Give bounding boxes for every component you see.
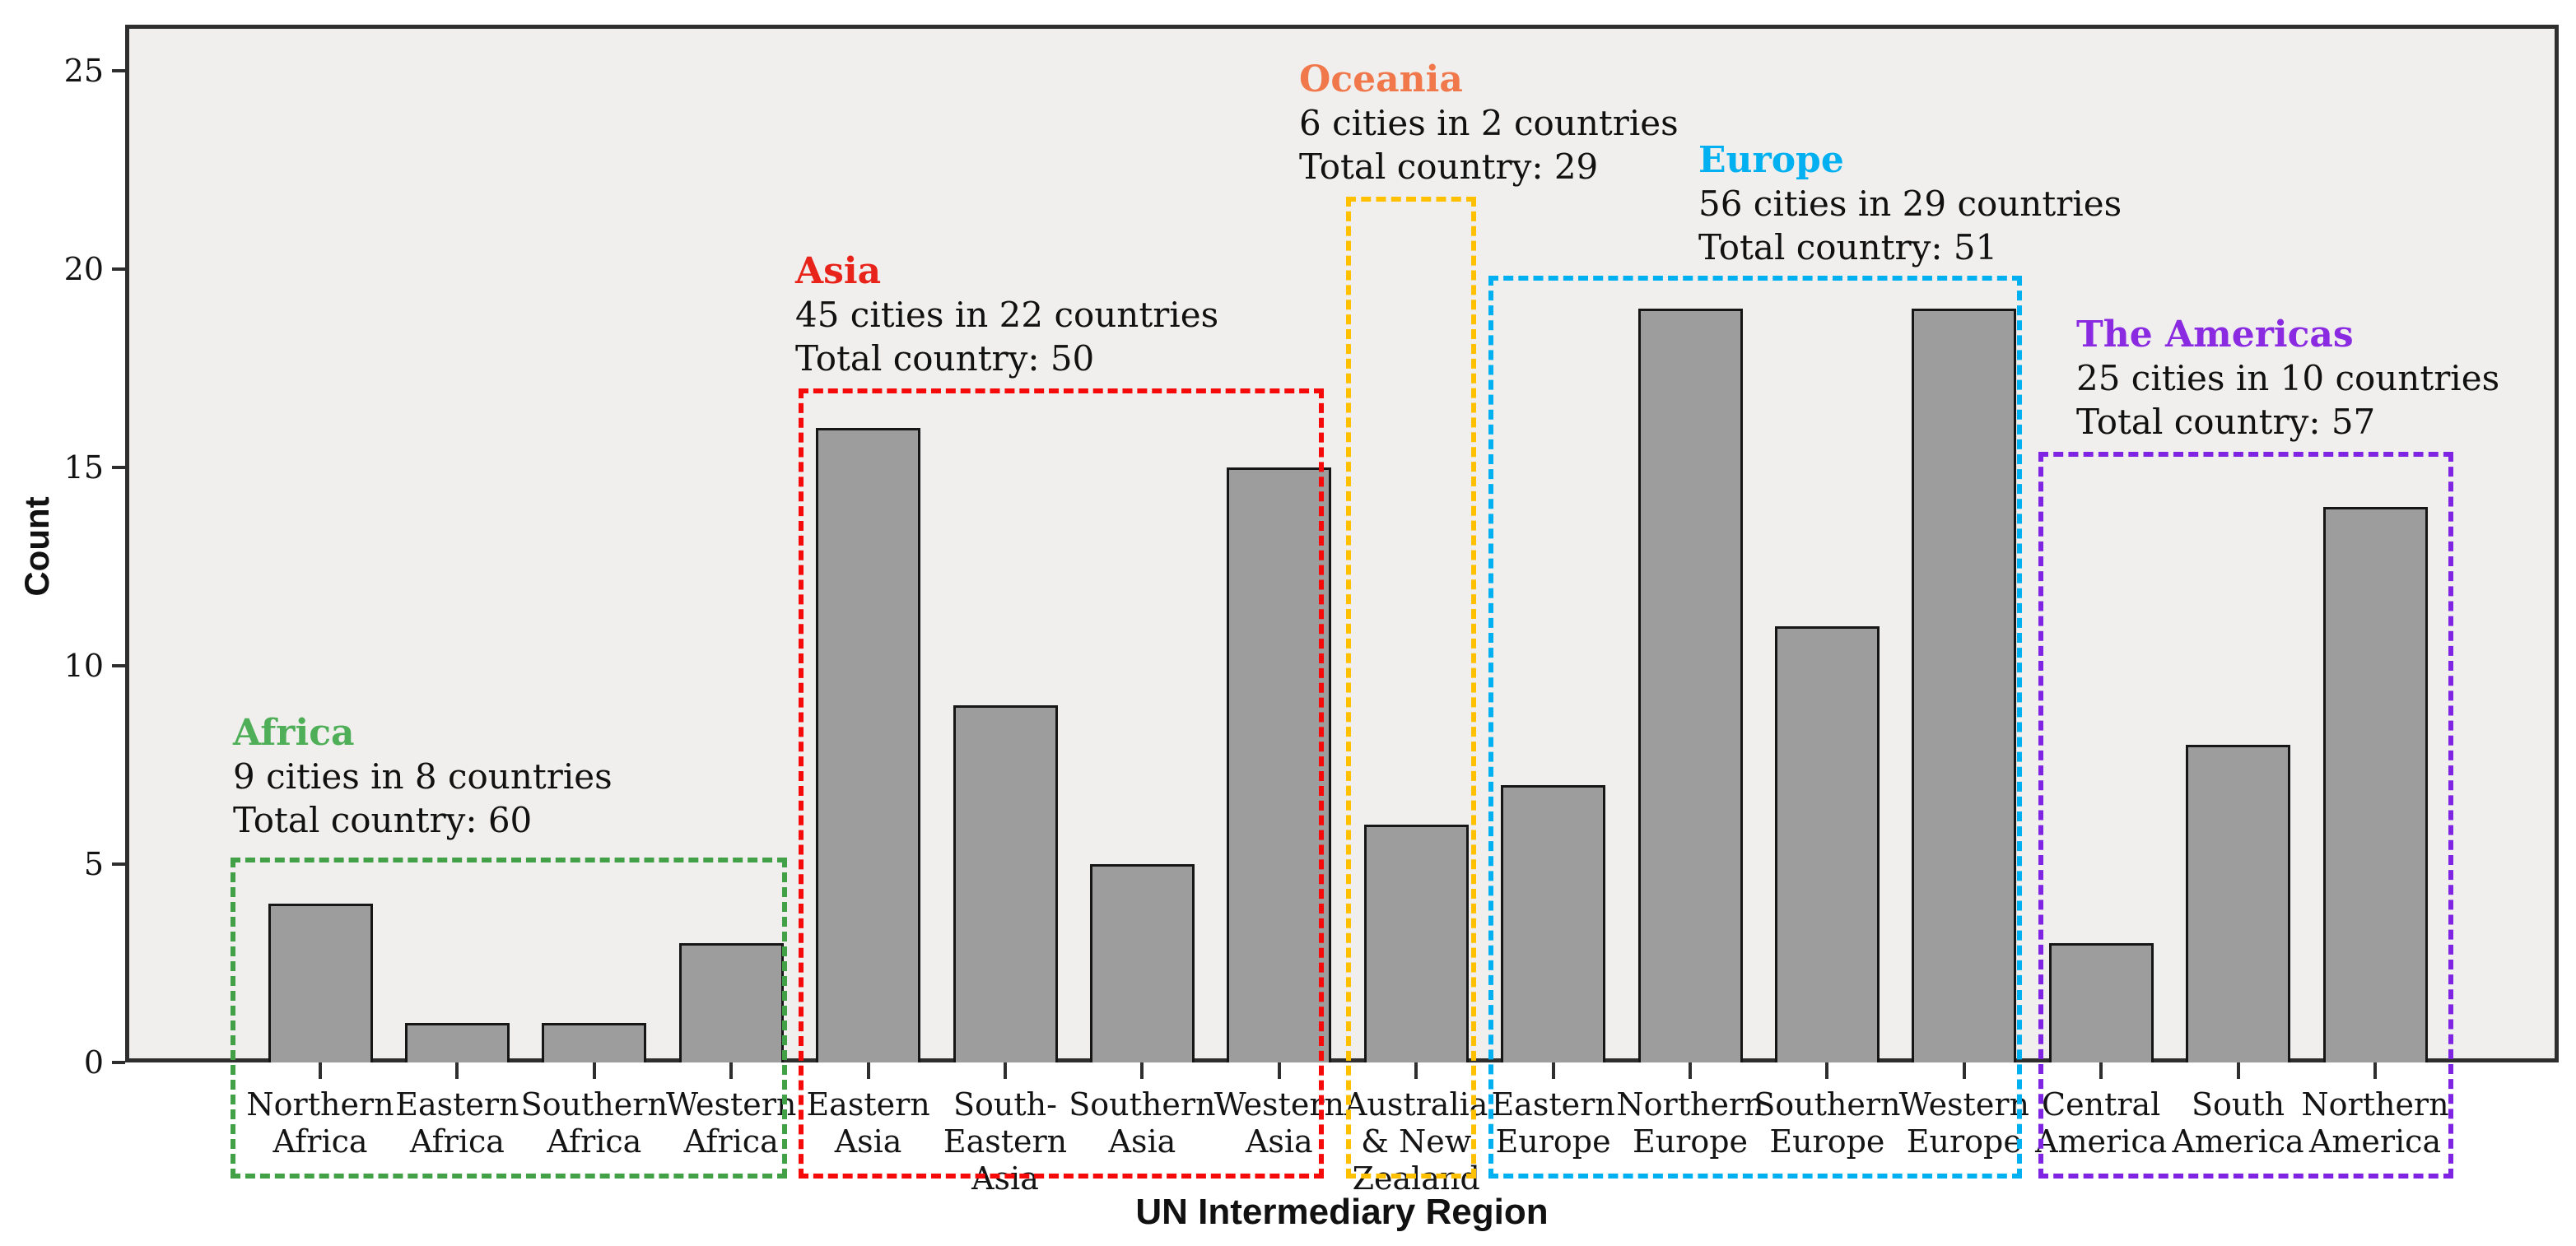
- annotation-asia: Asia 45 cities in 22 countries Total count…: [795, 249, 1218, 380]
- bar-central-america: [2048, 943, 2154, 1062]
- x-tick-label-south-america: South America: [2172, 1086, 2304, 1160]
- annotation-title-europe: Europe: [1698, 139, 1844, 181]
- y-tick-label-15: 15: [63, 449, 104, 486]
- annotation-cities-africa: 9 cities in 8 countries: [233, 756, 613, 797]
- annotation-europe: Europe 56 cities in 29 countries Total cou…: [1698, 138, 2122, 269]
- annotation-total-americas: Total country: 57: [2076, 402, 2376, 442]
- bar-australia-new-zealand: [1363, 824, 1469, 1062]
- bar-western-asia: [1227, 467, 1332, 1062]
- annotation-title-asia: Asia: [795, 250, 882, 292]
- plot-area: [125, 25, 2559, 1062]
- bar-eastern-europe: [1501, 784, 1606, 1062]
- x-tick-mark-northern-america: [2373, 1062, 2377, 1079]
- bar-south-america: [2186, 745, 2291, 1062]
- x-tick-mark-western-africa: [729, 1062, 734, 1079]
- annotation-total-oceania: Total country: 29: [1299, 146, 1599, 187]
- annotation-cities-americas: 25 cities in 10 countries: [2076, 358, 2500, 398]
- x-tick-label-eastern-europe: Eastern Europe: [1491, 1086, 1615, 1160]
- bar-western-africa: [678, 943, 784, 1062]
- annotation-total-africa: Total country: 60: [233, 800, 533, 840]
- x-tick-label-southern-asia: Southern Asia: [1069, 1086, 1216, 1160]
- x-tick-mark-western-asia: [1277, 1062, 1281, 1079]
- group-box-americas: [2038, 452, 2453, 1179]
- y-tick-mark-10: [112, 664, 125, 667]
- x-tick-mark-southern-europe: [1825, 1062, 1829, 1079]
- annotation-cities-oceania: 6 cities in 2 countries: [1299, 103, 1679, 143]
- x-tick-mark-northern-africa: [319, 1062, 322, 1079]
- x-tick-label-south-eastern-asia: South- Eastern Asia: [943, 1086, 1068, 1197]
- y-tick-mark-25: [112, 69, 125, 72]
- x-tick-mark-eastern-africa: [455, 1062, 459, 1079]
- bar-northern-europe: [1637, 309, 1743, 1062]
- annotation-total-asia: Total country: 50: [795, 338, 1095, 379]
- bar-eastern-asia: [816, 427, 921, 1062]
- x-tick-mark-southern-africa: [592, 1062, 596, 1079]
- x-tick-label-southern-africa: Southern Africa: [520, 1086, 668, 1160]
- y-tick-mark-0: [112, 1061, 125, 1064]
- y-tick-label-25: 25: [63, 53, 104, 89]
- x-tick-mark-eastern-europe: [1551, 1062, 1555, 1079]
- x-tick-label-western-africa: Western Africa: [666, 1086, 797, 1160]
- x-tick-mark-eastern-asia: [866, 1062, 870, 1079]
- annotation-cities-europe: 56 cities in 29 countries: [1698, 184, 2122, 224]
- x-tick-label-eastern-asia: Eastern Asia: [806, 1086, 930, 1160]
- y-tick-mark-5: [112, 862, 125, 866]
- y-tick-mark-20: [112, 267, 125, 271]
- annotation-total-europe: Total country: 51: [1698, 227, 1998, 267]
- bar-south-eastern-asia: [953, 705, 1058, 1062]
- annotation-oceania: Oceania 6 cities in 2 countries Total coun…: [1299, 58, 1679, 188]
- bar-southern-asia: [1089, 864, 1195, 1062]
- x-tick-label-northern-africa: Northern Africa: [246, 1086, 394, 1160]
- x-tick-label-central-america: Central America: [2035, 1086, 2168, 1160]
- group-box-asia: [799, 388, 1324, 1179]
- x-tick-label-eastern-africa: Eastern Africa: [395, 1086, 519, 1160]
- bar-southern-europe: [1774, 625, 1880, 1062]
- bar-northern-africa: [268, 904, 373, 1062]
- y-tick-mark-15: [112, 466, 125, 469]
- bar-western-europe: [1912, 309, 2017, 1062]
- group-box-europe: [1488, 276, 2022, 1179]
- y-tick-label-20: 20: [63, 251, 104, 287]
- x-tick-mark-western-europe: [1962, 1062, 1966, 1079]
- y-tick-label-10: 10: [63, 648, 104, 684]
- bar-northern-america: [2322, 507, 2428, 1062]
- x-tick-mark-central-america: [2099, 1062, 2103, 1079]
- x-tick-mark-australia-new-zealand: [1414, 1062, 1418, 1079]
- y-axis-title: Count: [17, 495, 56, 597]
- annotation-title-africa: Africa: [233, 712, 355, 754]
- annotation-title-americas: The Americas: [2076, 314, 2354, 356]
- x-tick-mark-northern-europe: [1689, 1062, 1692, 1079]
- y-tick-label-0: 0: [83, 1044, 104, 1081]
- x-tick-label-western-europe: Western Europe: [1898, 1086, 2029, 1160]
- x-axis-title: UN Intermediary Region: [1135, 1192, 1549, 1232]
- x-tick-label-southern-europe: Southern Europe: [1754, 1086, 1901, 1160]
- x-tick-mark-south-eastern-asia: [1004, 1062, 1007, 1079]
- bar-eastern-africa: [404, 1022, 510, 1062]
- annotation-title-oceania: Oceania: [1299, 58, 1463, 100]
- annotation-cities-asia: 45 cities in 22 countries: [795, 295, 1219, 335]
- group-box-oceania: [1346, 197, 1476, 1179]
- x-tick-mark-south-america: [2236, 1062, 2240, 1079]
- x-tick-label-northern-europe: Northern Europe: [1616, 1086, 1764, 1160]
- group-box-africa: [231, 858, 787, 1179]
- x-tick-mark-southern-asia: [1140, 1062, 1144, 1079]
- annotation-americas: The Americas 25 cities in 10 countries Tot…: [2076, 313, 2499, 444]
- bar-southern-africa: [542, 1022, 647, 1062]
- y-tick-label-5: 5: [83, 846, 104, 882]
- x-tick-label-northern-america: Northern America: [2301, 1086, 2449, 1160]
- x-tick-label-australia-new-zealand: Australia & New Zealand: [1344, 1086, 1488, 1197]
- annotation-africa: Africa 9 cities in 8 countries Total count…: [233, 711, 613, 842]
